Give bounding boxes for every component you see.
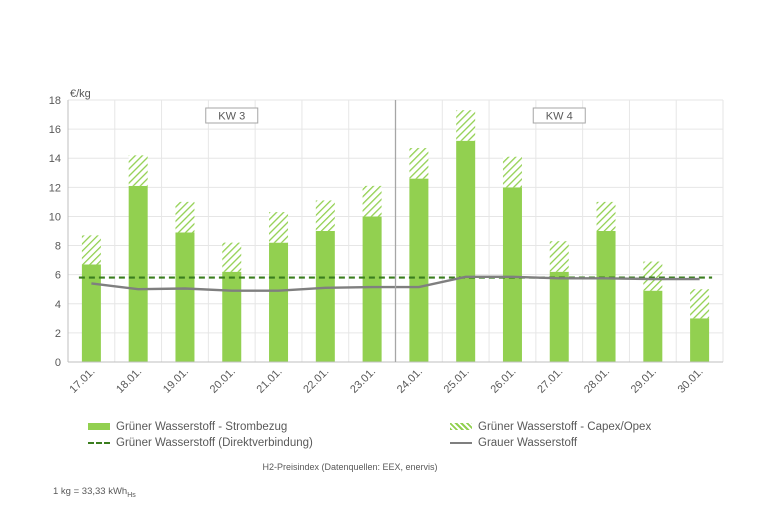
bar-strombezug [81, 264, 101, 362]
bar-capex-opex [315, 200, 335, 231]
x-tick-label: 19.01. [161, 366, 191, 396]
x-tick-label: 30.01. [676, 366, 706, 396]
week-label: KW 4 [546, 111, 573, 123]
legend-swatch-line-icon [450, 441, 472, 444]
bar-capex-opex [549, 241, 569, 272]
legend-item-capex-opex: Grüner Wasserstoff - Capex/Opex [450, 421, 651, 433]
week-labels: KW 3 KW 4 [205, 107, 586, 124]
y-tick-label: 2 [55, 328, 61, 340]
bar-strombezug [456, 140, 476, 362]
week-label-box [205, 107, 259, 124]
legend-swatch-hatched-icon [450, 423, 472, 431]
y-axis-label: €/kg [70, 88, 91, 100]
bar-strombezug [128, 185, 148, 362]
legend-item-grauer: Grauer Wasserstoff [450, 437, 577, 449]
unit-footnote-text: 1 kg = 33,33 kWh [53, 486, 128, 497]
x-tick-label: 28.01. [582, 366, 612, 396]
legend-label: Grüner Wasserstoff (Direktverbindung) [116, 437, 313, 449]
bar-strombezug [690, 318, 710, 362]
y-tick-label: 6 [55, 270, 61, 282]
bars [81, 110, 710, 362]
y-tick-label: 10 [49, 211, 61, 223]
bar-strombezug [549, 271, 569, 362]
x-tick-label: 23.01. [348, 366, 378, 396]
y-tick-label: 16 [49, 124, 61, 136]
x-tick-label: 24.01. [395, 366, 425, 396]
bar-strombezug [222, 271, 242, 362]
legend-label: Grüner Wasserstoff - Capex/Opex [478, 421, 652, 433]
unit-footnote: 1 kg = 33,33 kWhHs [53, 486, 136, 499]
y-axis-ticks: 0 2 4 6 8 10 12 14 16 18 [49, 95, 61, 369]
bar-capex-opex [362, 185, 382, 217]
bar-strombezug [175, 232, 195, 362]
bar-capex-opex [81, 235, 101, 265]
axes [67, 100, 723, 363]
unit-footnote-sub: Hs [127, 491, 136, 499]
bar-capex-opex [222, 242, 242, 272]
bar-strombezug [409, 178, 429, 362]
x-tick-label: 21.01. [255, 366, 285, 396]
legend-item-strombezug: Grüner Wasserstoff - Strombezug [88, 421, 287, 433]
source-note: H2-Preisindex (Datenquellen: EEX, enervi… [262, 462, 438, 472]
x-tick-label: 22.01. [301, 366, 331, 396]
bar-strombezug [502, 187, 522, 362]
legend-label: Grauer Wasserstoff [478, 437, 578, 449]
y-tick-label: 12 [49, 182, 61, 194]
bar-capex-opex [175, 201, 195, 233]
bar-capex-opex [596, 201, 616, 231]
y-tick-label: 8 [55, 241, 61, 253]
bar-strombezug [315, 231, 335, 362]
week-label: KW 3 [218, 111, 245, 123]
legend-swatch-dashed-icon [88, 441, 110, 444]
legend-label: Grüner Wasserstoff - Strombezug [116, 421, 288, 433]
x-tick-label: 26.01. [488, 366, 518, 396]
bar-capex-opex [269, 212, 289, 243]
bar-capex-opex [690, 289, 710, 319]
y-tick-label: 0 [55, 357, 61, 369]
y-tick-label: 14 [49, 153, 61, 165]
x-tick-label: 20.01. [208, 366, 238, 396]
x-tick-label: 27.01. [535, 366, 565, 396]
bar-capex-opex [409, 148, 429, 179]
y-tick-label: 18 [49, 95, 61, 107]
bar-capex-opex [643, 261, 663, 291]
x-tick-label: 17.01. [67, 366, 97, 396]
x-tick-label: 29.01. [629, 366, 659, 396]
y-tick-label: 4 [55, 299, 61, 311]
bar-strombezug [596, 231, 616, 362]
bar-capex-opex [128, 155, 148, 186]
week-label-box [532, 107, 586, 124]
x-tick-label: 18.01. [114, 366, 144, 396]
bar-capex-opex [502, 156, 522, 188]
bar-capex-opex [456, 110, 476, 141]
x-axis-ticks: 17.01. 18.01. 19.01. 20.01. 21.01. 22.01. 23.0… [67, 366, 705, 396]
legend-swatch-solid-icon [88, 423, 110, 431]
bar-strombezug [362, 216, 382, 362]
bar-strombezug [269, 242, 289, 362]
x-tick-label: 25.01. [442, 366, 472, 396]
legend-item-direktverbindung: Grüner Wasserstoff (Direktverbindung) [88, 437, 313, 449]
bar-strombezug [643, 290, 663, 362]
